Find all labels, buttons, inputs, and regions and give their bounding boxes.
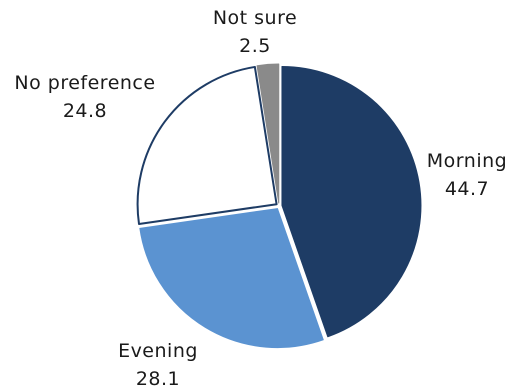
pie-slice-no-preference xyxy=(136,65,278,226)
label-no-preference-name: No preference xyxy=(14,72,155,94)
label-no-preference-value: 24.8 xyxy=(63,100,107,122)
pie-slice-not-sure xyxy=(256,63,280,204)
label-not-sure-value: 2.5 xyxy=(239,35,271,57)
label-evening-name: Evening xyxy=(118,340,198,362)
label-evening-value: 28.1 xyxy=(136,368,180,390)
pie-slice-evening xyxy=(139,208,324,349)
label-morning-name: Morning xyxy=(427,150,507,172)
pie-slices xyxy=(136,63,422,349)
label-morning-value: 44.7 xyxy=(445,178,489,200)
label-not-sure-name: Not sure xyxy=(213,7,297,29)
pie-slice-morning xyxy=(281,65,422,338)
